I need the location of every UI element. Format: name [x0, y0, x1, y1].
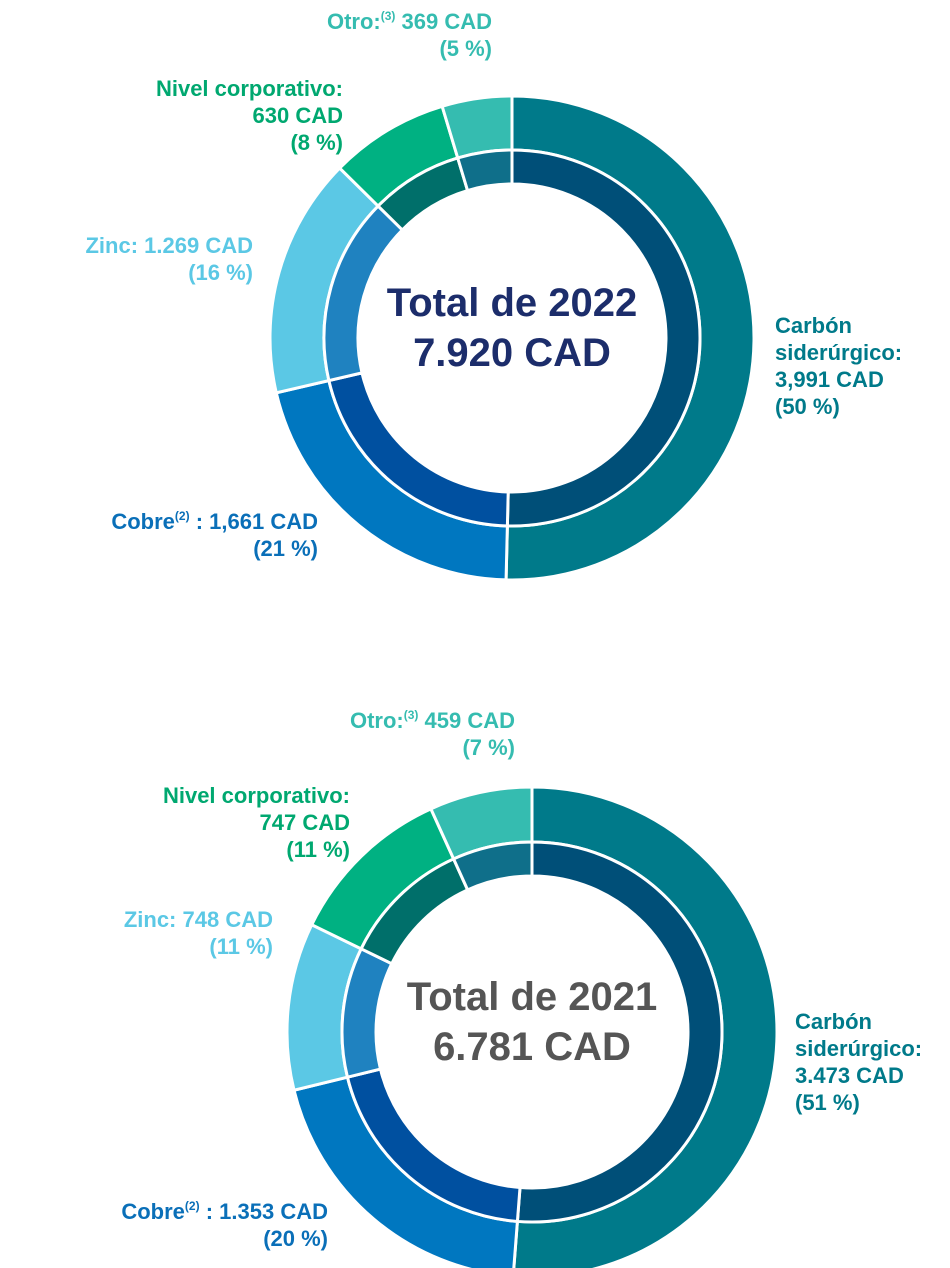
- inner-segment: [515, 840, 724, 1224]
- percent-label: (16 %): [188, 260, 253, 285]
- center-title: Total de 2021: [407, 975, 657, 1019]
- segment-label: Otro:(3) 459 CAD (7 %): [350, 707, 515, 761]
- percent-label: (8 %): [290, 130, 343, 155]
- inner-segment: [455, 148, 514, 193]
- inner-segment: [451, 840, 534, 892]
- value-label: : 1,661 CAD: [195, 509, 318, 534]
- inner-segment: [505, 148, 702, 528]
- segment-label: Nivel corporativo: 630 CAD (8 %): [156, 75, 343, 156]
- percent-label: (7 %): [462, 735, 515, 760]
- center-total: 7.920 CAD: [413, 331, 611, 375]
- category-label: Otro:: [326, 9, 381, 34]
- percent-label: (11 %): [286, 837, 350, 862]
- value-label: 630 CAD: [252, 103, 343, 128]
- footnote-marker: (2): [184, 1199, 200, 1213]
- percent-label: (51 %): [795, 1090, 860, 1115]
- value-label: 1.269 CAD: [144, 233, 253, 258]
- category-label: Nivel corporativo:: [155, 76, 343, 101]
- segment-label: Zinc: 748 CAD (11 %): [124, 906, 273, 960]
- donut-chart: Total de 2022 7.920 CAD: [268, 94, 756, 582]
- category-label: Cobre: [121, 1199, 185, 1224]
- value-label: 3.473 CAD: [795, 1063, 904, 1088]
- donut-chart: Total de 2021 6.781 CAD: [285, 785, 779, 1268]
- segment-label: Cobre(2) : 1.353 CAD (20 %): [121, 1198, 328, 1252]
- segment-label: Nivel corporativo: 747 CAD (11 %): [163, 782, 350, 863]
- footnote-marker: (2): [174, 509, 190, 523]
- segment-label: Otro:(3) 369 CAD (5 %): [327, 8, 492, 62]
- value-label: : 1.353 CAD: [205, 1199, 328, 1224]
- segment-label: Carbón siderúrgico: 3,991 CAD (50 %): [775, 312, 950, 420]
- category-label: Cobre: [111, 509, 175, 534]
- segment-label: Cobre(2) : 1,661 CAD (21 %): [111, 508, 318, 562]
- percent-label: (11 %): [209, 934, 273, 959]
- value-label: 747 CAD: [259, 810, 350, 835]
- category-label: Zinc:: [123, 907, 177, 932]
- value-label: 3,991 CAD: [775, 367, 884, 392]
- category-label: Carbón siderúrgico:: [775, 313, 903, 365]
- segment-label: Carbón siderúrgico: 3.473 CAD (51 %): [795, 1008, 950, 1116]
- category-label: Zinc:: [85, 233, 139, 258]
- segment-label: Zinc: 1.269 CAD (16 %): [85, 232, 253, 286]
- percent-label: (20 %): [263, 1226, 328, 1251]
- center-title: Total de 2022: [387, 281, 637, 325]
- value-label: 369 CAD: [401, 9, 492, 34]
- percent-label: (50 %): [775, 394, 840, 419]
- center-total: 6.781 CAD: [433, 1025, 631, 1069]
- percent-label: (5 %): [439, 36, 492, 61]
- category-label: Otro:: [349, 708, 404, 733]
- value-label: 459 CAD: [424, 708, 515, 733]
- value-label: 748 CAD: [182, 907, 273, 932]
- footnote-marker: (3): [380, 9, 396, 23]
- percent-label: (21 %): [253, 536, 318, 561]
- footnote-marker: (3): [403, 708, 419, 722]
- category-label: Nivel corporativo:: [162, 783, 350, 808]
- category-label: Carbón siderúrgico:: [795, 1009, 923, 1061]
